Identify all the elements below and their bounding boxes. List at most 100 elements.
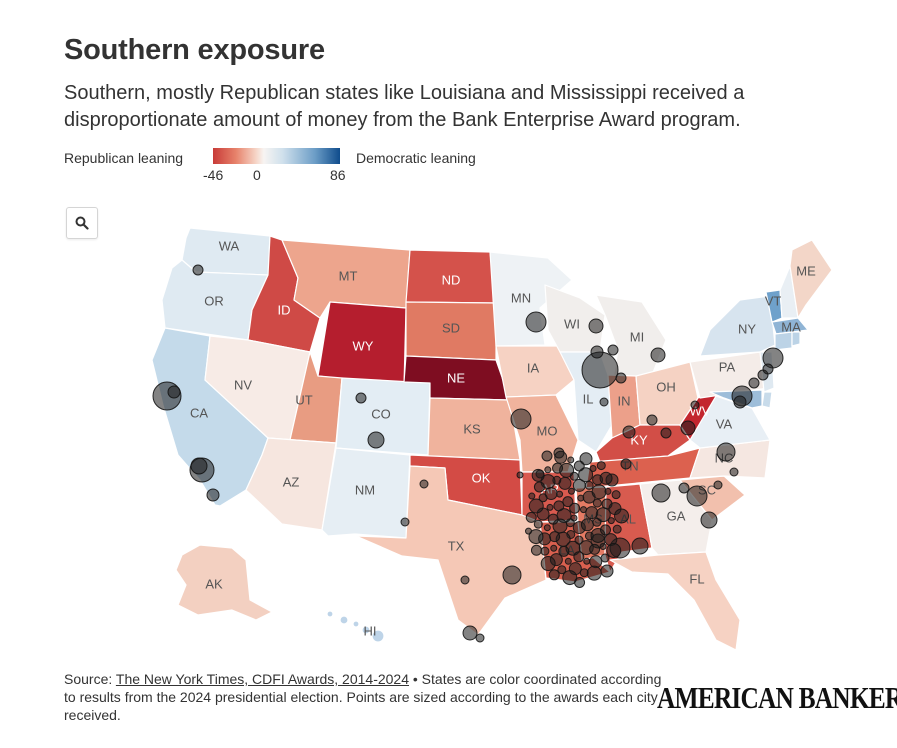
state-TX[interactable] [355, 465, 547, 636]
city-award-point[interactable] [762, 363, 774, 375]
state-IA[interactable] [495, 345, 575, 398]
city-award-point[interactable] [631, 537, 649, 555]
city-award-point[interactable] [206, 488, 220, 502]
city-award-point[interactable] [589, 464, 597, 472]
city-award-point[interactable] [558, 545, 570, 557]
city-award-point[interactable] [564, 557, 572, 565]
city-award-point[interactable] [355, 392, 367, 404]
city-award-point[interactable] [554, 450, 568, 464]
city-award-point[interactable] [531, 468, 545, 482]
zoom-button[interactable] [66, 207, 98, 239]
city-award-point[interactable] [367, 431, 385, 449]
city-award-point[interactable] [460, 575, 470, 585]
city-award-point[interactable] [580, 518, 594, 532]
city-award-point[interactable] [562, 496, 574, 508]
state-AK[interactable] [175, 544, 273, 621]
city-award-point[interactable] [557, 565, 567, 575]
city-award-point[interactable] [516, 471, 524, 479]
city-award-point[interactable] [612, 524, 622, 534]
city-award-point[interactable] [574, 576, 586, 588]
city-award-point[interactable] [567, 456, 575, 464]
city-award-point[interactable] [599, 524, 611, 536]
city-award-point[interactable] [562, 570, 578, 586]
city-award-point[interactable] [528, 498, 544, 514]
city-award-point[interactable] [543, 524, 551, 532]
city-award-point[interactable] [533, 519, 543, 529]
city-award-point[interactable] [589, 543, 601, 555]
city-award-point[interactable] [590, 345, 604, 359]
city-award-point[interactable] [569, 502, 581, 514]
city-award-point[interactable] [167, 385, 181, 399]
city-award-point[interactable] [586, 565, 602, 581]
city-award-point[interactable] [584, 480, 594, 490]
city-award-point[interactable] [607, 517, 615, 525]
city-award-point[interactable] [716, 442, 736, 462]
city-award-point[interactable] [599, 397, 609, 407]
city-award-point[interactable] [525, 311, 547, 333]
city-award-point[interactable] [190, 457, 208, 475]
city-award-point[interactable] [615, 372, 627, 384]
city-award-point[interactable] [579, 452, 593, 466]
city-award-point[interactable] [600, 553, 610, 563]
state-ME[interactable] [789, 239, 833, 319]
city-award-point[interactable] [690, 400, 700, 410]
state-DE[interactable] [761, 391, 773, 409]
city-award-point[interactable] [686, 485, 708, 507]
city-award-point[interactable] [660, 427, 672, 439]
city-award-point[interactable] [546, 503, 554, 511]
city-award-point[interactable] [525, 511, 537, 523]
city-award-point[interactable] [475, 633, 485, 643]
city-award-point[interactable] [547, 513, 559, 525]
city-award-point[interactable] [588, 318, 604, 334]
city-award-point[interactable] [583, 557, 591, 565]
city-award-point[interactable] [700, 511, 718, 529]
city-award-point[interactable] [540, 546, 550, 556]
city-award-point[interactable] [578, 467, 594, 483]
city-award-point[interactable] [533, 481, 545, 493]
city-award-point[interactable] [502, 565, 522, 585]
city-award-point[interactable] [552, 462, 564, 474]
city-award-point[interactable] [678, 482, 690, 494]
city-award-point[interactable] [713, 480, 723, 490]
city-award-point[interactable] [614, 508, 630, 524]
city-award-point[interactable] [606, 543, 622, 559]
city-award-point[interactable] [651, 483, 671, 503]
city-award-point[interactable] [538, 493, 548, 503]
city-award-point[interactable] [544, 466, 552, 474]
state-FL[interactable] [609, 551, 741, 651]
city-award-point[interactable] [622, 425, 636, 439]
city-award-point[interactable] [528, 529, 544, 545]
city-award-point[interactable] [549, 531, 561, 543]
city-award-point[interactable] [620, 458, 632, 470]
state-CT[interactable] [774, 331, 793, 351]
city-award-point[interactable] [729, 467, 739, 477]
city-award-point[interactable] [604, 487, 612, 495]
city-award-point[interactable] [548, 569, 560, 581]
city-award-point[interactable] [600, 564, 614, 578]
city-award-point[interactable] [599, 543, 607, 551]
city-award-point[interactable] [567, 487, 575, 495]
state-RI[interactable] [791, 331, 801, 347]
city-award-point[interactable] [530, 544, 542, 556]
city-award-point[interactable] [607, 344, 619, 356]
city-award-point[interactable] [733, 395, 747, 409]
state-MA[interactable] [771, 317, 809, 335]
city-award-point[interactable] [748, 377, 760, 389]
city-award-point[interactable] [596, 461, 606, 471]
city-award-point[interactable] [573, 551, 585, 563]
city-award-point[interactable] [680, 420, 696, 436]
city-award-point[interactable] [550, 544, 558, 552]
city-award-point[interactable] [525, 527, 533, 535]
city-award-point[interactable] [400, 517, 410, 527]
city-award-point[interactable] [646, 414, 658, 426]
city-award-point[interactable] [419, 479, 429, 489]
state-HI[interactable] [326, 610, 385, 643]
city-award-point[interactable] [650, 347, 666, 363]
city-award-point[interactable] [192, 264, 204, 276]
city-award-point[interactable] [591, 484, 607, 500]
city-award-point[interactable] [592, 498, 602, 508]
source-link[interactable]: The New York Times, CDFI Awards, 2014-20… [115, 671, 409, 687]
city-award-point[interactable] [541, 450, 553, 462]
city-award-point[interactable] [462, 625, 478, 641]
city-award-point[interactable] [540, 556, 556, 572]
